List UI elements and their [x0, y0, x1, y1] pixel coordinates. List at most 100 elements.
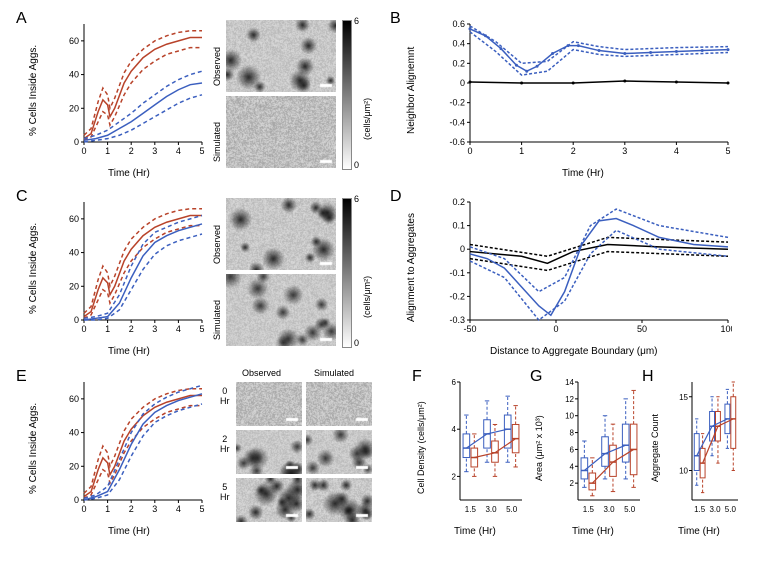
svg-text:10: 10 [679, 467, 688, 476]
panel-H-boxplot: 10151.53.05.0 [670, 378, 740, 518]
panel-E-ylabel: % Cells Inside Aggs. [28, 378, 39, 518]
svg-text:50: 50 [637, 324, 647, 334]
panel-D-ylabel: Alignment to Aggregates [406, 198, 417, 338]
panel-C-lineplot: 0123450204060 [56, 198, 206, 338]
svg-text:2: 2 [129, 146, 134, 156]
panel-E-img-2-obs [236, 430, 302, 474]
svg-text:8: 8 [570, 429, 575, 438]
svg-text:-0.3: -0.3 [449, 315, 465, 325]
cb-C-top: 6 [354, 194, 359, 204]
svg-text:0: 0 [74, 315, 79, 325]
cb-A-bot: 0 [354, 160, 359, 170]
svg-text:1: 1 [519, 146, 524, 156]
svg-text:4: 4 [452, 425, 457, 434]
svg-text:2: 2 [570, 479, 575, 488]
svg-text:0: 0 [460, 78, 465, 88]
svg-text:60: 60 [69, 214, 79, 224]
panel-E-img-2-sim [306, 430, 372, 474]
svg-text:5: 5 [725, 146, 730, 156]
caption-E-simulated: Simulated [314, 368, 354, 378]
svg-text:0: 0 [74, 495, 79, 505]
svg-text:5: 5 [199, 146, 204, 156]
svg-text:2: 2 [452, 472, 457, 481]
svg-text:5.0: 5.0 [725, 505, 737, 514]
label-B: B [390, 10, 401, 28]
caption-simulated-A: Simulated [212, 100, 222, 162]
panel-E-xlabel: Time (Hr) [108, 526, 150, 537]
svg-text:5.0: 5.0 [624, 505, 636, 514]
panel-B-lineplot: 012345-0.6-0.4-0.200.20.40.6 [442, 20, 732, 160]
svg-text:40: 40 [69, 428, 79, 438]
panel-A-img-simulated [226, 96, 336, 168]
svg-text:0.2: 0.2 [452, 198, 465, 207]
panel-C-img-observed [226, 198, 336, 270]
svg-text:5: 5 [199, 324, 204, 334]
svg-text:60: 60 [69, 394, 79, 404]
panel-B-xlabel: Time (Hr) [562, 168, 604, 179]
svg-text:3.0: 3.0 [485, 505, 497, 514]
caption-E-5hr: 5 Hr [220, 482, 230, 502]
svg-text:3.0: 3.0 [709, 505, 721, 514]
svg-text:1.5: 1.5 [583, 505, 595, 514]
svg-text:0: 0 [467, 146, 472, 156]
panel-C-ylabel: % Cells Inside Aggs. [28, 198, 39, 338]
label-D: D [390, 188, 402, 206]
colorbar-C [342, 198, 352, 348]
svg-text:1.5: 1.5 [694, 505, 706, 514]
svg-text:-50: -50 [463, 324, 476, 334]
svg-text:10: 10 [565, 412, 574, 421]
svg-text:-0.4: -0.4 [449, 117, 465, 127]
svg-text:100: 100 [720, 324, 732, 334]
figure: A B C D E F G H 0123450204060 % Cells In… [10, 10, 747, 559]
svg-text:0: 0 [553, 324, 558, 334]
label-E: E [16, 368, 27, 386]
svg-text:4: 4 [176, 504, 181, 514]
svg-text:4: 4 [570, 462, 575, 471]
svg-text:0: 0 [460, 244, 465, 254]
caption-E-observed: Observed [242, 368, 281, 378]
panel-A-xlabel: Time (Hr) [108, 168, 150, 179]
panel-G-boxplot: 24681012141.53.05.0 [556, 378, 642, 518]
svg-text:1: 1 [105, 324, 110, 334]
svg-text:4: 4 [176, 146, 181, 156]
panel-E-img-5-sim [306, 478, 372, 522]
panel-E-img-5-obs [236, 478, 302, 522]
svg-text:0.2: 0.2 [452, 58, 465, 68]
label-C: C [16, 188, 28, 206]
svg-text:12: 12 [565, 395, 574, 404]
svg-text:2: 2 [129, 324, 134, 334]
svg-text:5.0: 5.0 [506, 505, 518, 514]
svg-text:-0.2: -0.2 [449, 98, 465, 108]
svg-text:-0.1: -0.1 [449, 268, 465, 278]
svg-text:4: 4 [176, 324, 181, 334]
panel-H-ylabel: Aggregate Count [650, 378, 660, 518]
svg-text:40: 40 [69, 70, 79, 80]
panel-E-img-0-sim [306, 382, 372, 426]
panel-B-ylabel: Neighbor Alignemnt [406, 20, 417, 160]
panel-D-xlabel: Distance to Aggregate Boundary (μm) [490, 346, 658, 357]
svg-text:0.4: 0.4 [452, 39, 465, 49]
panel-F-xlabel: Time (Hr) [454, 526, 496, 537]
label-A: A [16, 10, 27, 28]
panel-F-ylabel: Cell Density (cells/μm²) [416, 378, 426, 518]
cb-A-label: (cells/μm²) [362, 60, 372, 140]
panel-F-boxplot: 2 4 6 1.5 3.0 5.0 [438, 378, 524, 518]
panel-D-lineplot: -50050100-0.3-0.2-0.100.10.2 [442, 198, 732, 338]
svg-text:6: 6 [452, 378, 457, 387]
svg-text:3: 3 [152, 504, 157, 514]
panel-C-xlabel: Time (Hr) [108, 346, 150, 357]
panel-E-img-0-obs [236, 382, 302, 426]
svg-text:4: 4 [674, 146, 679, 156]
svg-text:1.5: 1.5 [465, 505, 477, 514]
svg-text:5: 5 [199, 504, 204, 514]
svg-text:3: 3 [152, 324, 157, 334]
svg-text:3.0: 3.0 [603, 505, 615, 514]
svg-text:0.1: 0.1 [452, 221, 465, 231]
svg-text:20: 20 [69, 461, 79, 471]
svg-text:3: 3 [622, 146, 627, 156]
svg-text:60: 60 [69, 36, 79, 46]
svg-text:0: 0 [81, 324, 86, 334]
svg-text:-0.6: -0.6 [449, 137, 465, 147]
svg-text:0.6: 0.6 [452, 20, 465, 29]
panel-C-img-simulated [226, 274, 336, 346]
